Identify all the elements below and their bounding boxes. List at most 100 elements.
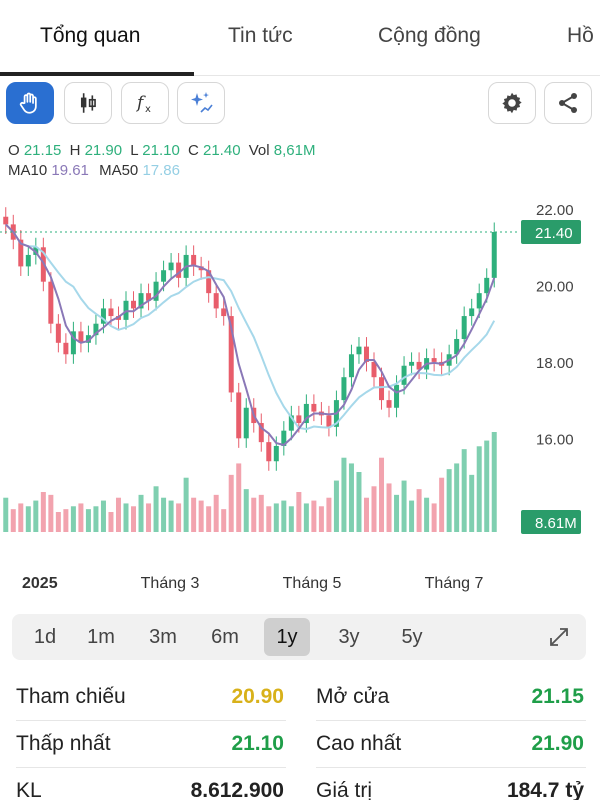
divider	[16, 720, 286, 721]
ma10-line	[5, 223, 496, 447]
volume-bar	[409, 500, 415, 532]
range-5y-button[interactable]: 5y	[401, 625, 423, 648]
candle-body	[85, 335, 91, 343]
price-chart[interactable]: 22.0020.0018.0016.0014.0021.408.61M2025T…	[0, 190, 600, 602]
x-tick-label: Tháng 7	[425, 575, 484, 592]
candle-body	[431, 358, 437, 362]
active-tab-indicator	[0, 72, 194, 76]
volume-bar	[469, 474, 475, 532]
volume-bar	[281, 500, 287, 532]
range-3y-button[interactable]: 3y	[338, 625, 360, 648]
candle-body	[379, 377, 385, 401]
candle-body	[461, 316, 467, 339]
volume-bar	[251, 497, 257, 532]
reference-price-label: Tham chiếu	[16, 685, 126, 708]
volume-stat-value: 8.612.900	[190, 779, 284, 800]
tab-profile[interactable]: Hồ	[567, 24, 594, 47]
candle-body	[161, 270, 167, 282]
volume-bar	[138, 494, 144, 532]
volume-bar	[48, 494, 54, 532]
candle-body	[348, 354, 354, 378]
close-value: 21.40	[203, 142, 241, 159]
volume-bar	[63, 509, 69, 532]
close-label: C	[187, 142, 199, 159]
volume-bar	[386, 483, 392, 532]
high-label: H	[69, 142, 81, 159]
candle-body	[454, 338, 460, 355]
reference-price-value: 20.90	[231, 685, 284, 708]
candle-body	[138, 293, 144, 309]
volume-bar	[55, 512, 61, 532]
svg-text:f: f	[135, 93, 146, 113]
volume-bar	[100, 500, 106, 532]
candle-body	[386, 400, 392, 408]
candle-body	[213, 293, 219, 309]
volume-bar	[446, 469, 452, 532]
range-6m-button[interactable]: 6m	[211, 625, 239, 648]
last-price-label: 21.40	[535, 225, 573, 242]
volume-bar	[491, 432, 497, 532]
volume-bar	[221, 509, 227, 532]
candle-body	[484, 277, 490, 294]
volume-label: Vol	[248, 142, 270, 159]
high-price-label: Cao nhất	[316, 732, 402, 755]
volume-bar	[266, 506, 272, 532]
volume-bar	[18, 503, 24, 532]
gear-icon	[502, 92, 522, 114]
volume-bar	[161, 497, 167, 532]
candle-body	[153, 281, 159, 301]
tab-community[interactable]: Cộng đồng	[378, 24, 481, 47]
volume-bar	[153, 486, 159, 532]
chart-type-button[interactable]	[64, 82, 112, 124]
range-1y-button[interactable]: 1y	[264, 618, 310, 656]
volume-bar	[146, 503, 152, 532]
volume-bar	[85, 509, 91, 532]
high-value: 21.90	[84, 142, 123, 159]
volume-bar	[318, 506, 324, 532]
sparkle-icon	[191, 92, 213, 113]
candle-body	[206, 270, 212, 294]
volume-bar	[379, 457, 385, 532]
x-tick-label: Tháng 5	[283, 575, 342, 592]
volume-bar	[176, 503, 182, 532]
value-stat-label: Giá trị	[316, 779, 373, 800]
range-1m-button[interactable]: 1m	[87, 625, 115, 648]
value-stat-value: 184.7 tỷ	[506, 779, 584, 800]
tab-overview[interactable]: Tổng quan	[40, 24, 141, 47]
volume-bar	[3, 497, 9, 532]
y-tick-label: 16.00	[536, 431, 574, 448]
candle-body	[401, 365, 407, 385]
candle-body	[191, 254, 197, 267]
volume-bar	[394, 494, 400, 532]
share-button[interactable]	[544, 82, 592, 124]
candle-body	[168, 262, 174, 271]
volume-bar	[461, 449, 467, 532]
last-price-tag	[521, 220, 581, 245]
settings-button[interactable]	[488, 82, 536, 124]
volume-bar	[78, 503, 84, 532]
ai-tools-button[interactable]	[177, 82, 225, 124]
candlestick-icon	[80, 93, 96, 113]
range-1d-button[interactable]: 1d	[33, 625, 57, 648]
tab-news[interactable]: Tin tức	[228, 24, 293, 47]
low-value: 21.10	[142, 142, 180, 159]
candle-body	[363, 346, 369, 362]
volume-bar	[431, 503, 437, 532]
candle-body	[18, 239, 24, 267]
low-price-label: Thấp nhất	[16, 732, 111, 755]
volume-bar	[296, 492, 302, 532]
candle-body	[296, 415, 302, 424]
ma-readout: MA10 19.61 MA50 17.86	[8, 162, 180, 179]
volume-bar	[10, 509, 16, 532]
volume-bar	[228, 474, 234, 532]
volume-bar	[258, 494, 264, 532]
volume-bar	[416, 489, 422, 532]
hand-tool-button[interactable]	[6, 82, 54, 124]
y-tick-label: 20.00	[536, 279, 574, 296]
volume-bar	[401, 480, 407, 532]
range-3m-button[interactable]: 3m	[149, 625, 177, 648]
fullscreen-button[interactable]	[544, 622, 574, 652]
candle-body	[326, 415, 332, 427]
candle-body	[236, 392, 242, 439]
